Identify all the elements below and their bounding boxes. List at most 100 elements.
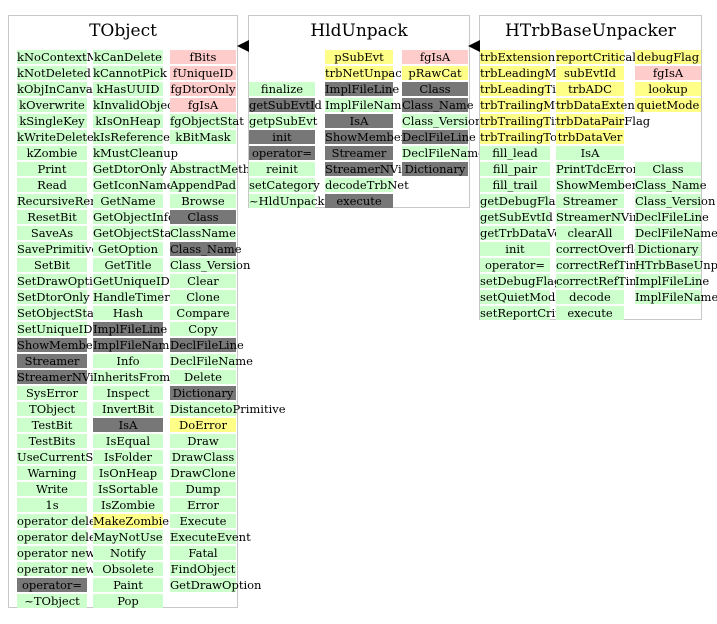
member-cell: Dictionary (170, 386, 236, 400)
member-cell: Streamer (17, 354, 87, 368)
member-column: trbExtensionSize trbLeadingMult trbLeading… (480, 50, 600, 322)
member-cell: Class (635, 162, 701, 176)
member-cell: GetObjectInfo (93, 210, 175, 224)
member-cell: fill_pair (480, 162, 550, 176)
member-cell: quietMode (635, 98, 701, 112)
empty-cell (249, 66, 315, 80)
member-cell: kNoContextMenu (17, 50, 121, 64)
member-cell: IsZombie (93, 498, 163, 512)
member-cell: fill_trail (480, 178, 550, 192)
member-cell: pSubEvt (325, 50, 393, 64)
member-cell: fUniqueID (170, 66, 236, 80)
member-cell: DrawClone (170, 466, 236, 480)
member-cell: DoError (170, 418, 236, 432)
member-cell: Warning (17, 466, 87, 480)
member-cell: trbDataVer (556, 130, 624, 144)
member-cell: trbNetUnpacker (325, 66, 421, 80)
member-cell: IsEqual (93, 434, 163, 448)
member-cell: trbTrailingTime (480, 114, 573, 128)
member-column: kNoContextMenu kNotDeleted kObjInCanvas kOv… (17, 50, 122, 610)
member-cell: setCategory (249, 178, 320, 192)
member-cell: GetDrawOption (170, 578, 262, 592)
member-cell: ShowMembers (325, 130, 413, 144)
member-cell: IsOnHeap (93, 466, 163, 480)
member-cell: Dictionary (402, 162, 468, 176)
member-cell: fgIsA (170, 98, 236, 112)
member-cell: fill_lead (480, 146, 550, 160)
member-cell: Inspect (93, 386, 163, 400)
member-cell: init (249, 130, 315, 144)
member-cell: kCannotPick (93, 66, 167, 80)
member-cell: Class (170, 210, 236, 224)
member-cell: trbLeadingMult (480, 66, 573, 80)
member-cell: ShowMembers (556, 178, 644, 192)
member-cell: execute (325, 194, 393, 208)
member-cell: StreamerNVirtual (17, 370, 122, 384)
member-cell: kHasUUID (93, 82, 163, 96)
member-cell: trbTrailingTotalMult (480, 130, 600, 144)
member-cell: kBitMask (170, 130, 236, 144)
member-cell: finalize (249, 82, 315, 96)
member-cell: DeclFileName (635, 226, 717, 240)
panel-title: HldUnpack (310, 21, 408, 41)
member-cell: kZombie (17, 146, 87, 160)
member-cell: DrawClass (170, 450, 236, 464)
member-cell: MakeZombie (93, 514, 170, 528)
member-cell: Error (170, 498, 236, 512)
member-cell: SetObjectStat (17, 306, 99, 320)
member-column: reportCritical subEvtId trbADC trbDataExten… (556, 50, 685, 322)
member-cell: Info (93, 354, 163, 368)
member-cell: kIsReferenced (93, 130, 178, 144)
member-cell: setReportCritical (480, 306, 581, 320)
member-cell: trbDataPairFlag (556, 114, 651, 128)
member-cell: ClassName (170, 226, 236, 240)
member-cell: ~HldUnpack (249, 194, 325, 208)
member-cell: kWriteDelete (17, 130, 94, 144)
member-cell: TObject (17, 402, 87, 416)
member-cell: decode (556, 290, 624, 304)
member-cell: pRawCat (402, 66, 468, 80)
member-cell: subEvtId (556, 66, 624, 80)
member-cell: Class_Name (635, 178, 707, 192)
member-cell: IsA (93, 418, 163, 432)
member-cell: kObjInCanvas (17, 82, 99, 96)
member-cell: Pop (93, 594, 163, 608)
empty-cell (170, 146, 236, 160)
member-cell: Class_Name (170, 242, 242, 256)
member-cell: ResetBit (17, 210, 87, 224)
member-cell: MayNotUse (93, 530, 163, 544)
member-cell: kSingleKey (17, 114, 87, 128)
member-cell: decodeTrbNet (325, 178, 409, 192)
member-column: finalize getSubEvtId getpSubEvt init operato… (249, 50, 325, 210)
member-cell: HTrbBaseUnpacker (635, 258, 717, 272)
member-cell: SysError (17, 386, 87, 400)
member-cell: ImplFileLine (635, 274, 710, 288)
member-cell: kOverwrite (17, 98, 87, 112)
member-cell: ImplFileName (635, 290, 717, 304)
member-cell: Delete (170, 370, 236, 384)
member-cell: StreamerNVirtual (325, 162, 430, 176)
member-cell: Fatal (170, 546, 236, 560)
member-cell: Clear (170, 274, 236, 288)
member-cell: FindObject (170, 562, 236, 576)
panel-tobject: TObject kNoContextMenu kNotDeleted kObjInC… (8, 15, 286, 610)
member-cell: Class_Name (402, 98, 474, 112)
member-cell: Dictionary (635, 242, 701, 256)
member-column: debugFlag fgIsA lookup quietMode Class Class_… (635, 50, 717, 306)
panel-title: HTrbBaseUnpacker (505, 21, 676, 41)
member-cell: correctOverflow (556, 242, 651, 256)
member-cell: Print (17, 162, 87, 176)
member-cell: operator delete (17, 514, 108, 528)
member-cell: SaveAs (17, 226, 87, 240)
member-cell: DeclFileLine (402, 130, 476, 144)
member-cell: kInvalidObject (93, 98, 179, 112)
empty-cell (635, 146, 701, 160)
member-cell: DeclFileName (402, 146, 485, 160)
member-cell: GetIconName (93, 178, 174, 192)
member-cell: Streamer (556, 194, 624, 208)
member-cell: Class (402, 82, 468, 96)
member-cell: setQuietMode (480, 290, 563, 304)
member-cell: trbExtensionSize (480, 50, 580, 64)
panel-htrbbaseunpacker: HTrbBaseUnpacker trbExtensionSize trbLead… (479, 15, 717, 322)
member-cell: operator new (17, 546, 96, 560)
